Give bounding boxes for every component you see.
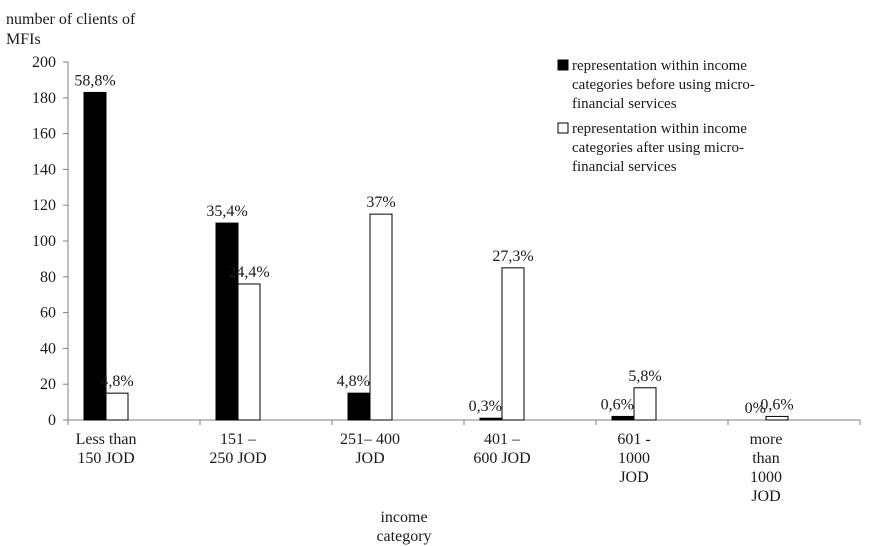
category-label: 150 JOD (77, 450, 134, 467)
bar-after (501, 267, 525, 421)
y-axis-title: number of clients of MFIs (6, 11, 136, 48)
legend: representation within income categories b… (557, 58, 755, 175)
category-labels: Less than 150 JOD 151 – 250 JOD 251– 400 JOD 4… (76, 431, 783, 505)
bar-before (611, 415, 635, 421)
y-axis: 0 20 40 60 80 100 120 140 160 180 200 (32, 54, 69, 429)
legend-swatch-after (557, 122, 569, 134)
category-label: JOD (355, 450, 384, 467)
y-axis-title-line: number of clients of (6, 11, 136, 28)
y-tick-label: 180 (32, 90, 56, 107)
data-label-after: 37% (366, 194, 395, 211)
y-tick-label: 40 (40, 340, 56, 357)
category-label: 251– 400 (340, 431, 400, 448)
y-tick-label: 20 (40, 376, 56, 393)
data-label-before: 0,3% (469, 398, 502, 415)
x-axis-title: income category (376, 509, 431, 545)
data-label-after: 27,3% (492, 248, 533, 265)
category-label: more (750, 431, 783, 448)
x-axis-title-line: income (380, 509, 427, 526)
category-label: 250 JOD (209, 450, 266, 467)
bars (83, 91, 789, 421)
bar-after (633, 387, 657, 421)
data-label-before: 35,4% (206, 203, 247, 220)
category-label: 401 – (484, 431, 521, 448)
y-tick-label: 60 (40, 305, 56, 322)
legend-label-line: representation within income (572, 58, 747, 74)
x-axis-title-line: category (376, 528, 431, 545)
bar-after (765, 415, 789, 421)
category-label: JOD (619, 469, 648, 486)
data-label-before: 0,6% (601, 396, 634, 413)
category-label: 600 JOD (473, 450, 530, 467)
bar-before (215, 222, 239, 421)
bar-after (369, 213, 393, 421)
legend-label-line: categories before using micro- (572, 77, 755, 93)
bar-before (479, 417, 503, 421)
data-label-before: 58,8% (74, 72, 115, 89)
data-labels: 58,8%35,4%4,8%0,3% 0,6% 0%4,8%24,4%37%27,3… (74, 72, 793, 417)
category-label: 1000 (618, 450, 650, 467)
y-tick-label: 140 (32, 161, 56, 178)
x-axis (67, 419, 861, 425)
y-tick-label: 120 (32, 197, 56, 214)
category-label: than (752, 450, 780, 467)
data-label-after: 24,4% (228, 264, 269, 281)
category-label: Less than (76, 431, 137, 448)
legend-label-line: representation within income (572, 121, 747, 137)
y-axis-title-line: MFIs (6, 31, 41, 48)
bar-after (237, 283, 261, 421)
category-label: 151 – (220, 431, 257, 448)
data-label-before: 4,8% (337, 373, 370, 390)
legend-label-line: financial services (572, 159, 677, 175)
legend-label-line: categories after using micro- (572, 140, 744, 156)
y-tick-label: 80 (40, 269, 56, 286)
bar-after (105, 392, 129, 421)
bar-before (83, 91, 107, 421)
data-label-before: 0% (745, 400, 766, 417)
data-label-after: 0,6% (760, 396, 793, 413)
y-tick-label: 0 (48, 412, 56, 429)
legend-swatch-before (557, 59, 569, 71)
data-label-after: 5,8% (628, 368, 661, 385)
y-tick-label: 160 (32, 126, 56, 143)
category-label: JOD (751, 488, 780, 505)
data-label-after: 4,8% (100, 373, 133, 390)
bar-before (347, 392, 371, 421)
y-tick-label: 200 (32, 54, 56, 71)
category-label: 601 - (617, 431, 650, 448)
y-tick-label: 100 (32, 233, 56, 250)
legend-entry: representation within income categories a… (557, 121, 747, 175)
legend-label-line: financial services (572, 96, 677, 112)
legend-entry: representation within income categories b… (557, 58, 755, 112)
category-label: 1000 (750, 469, 782, 486)
